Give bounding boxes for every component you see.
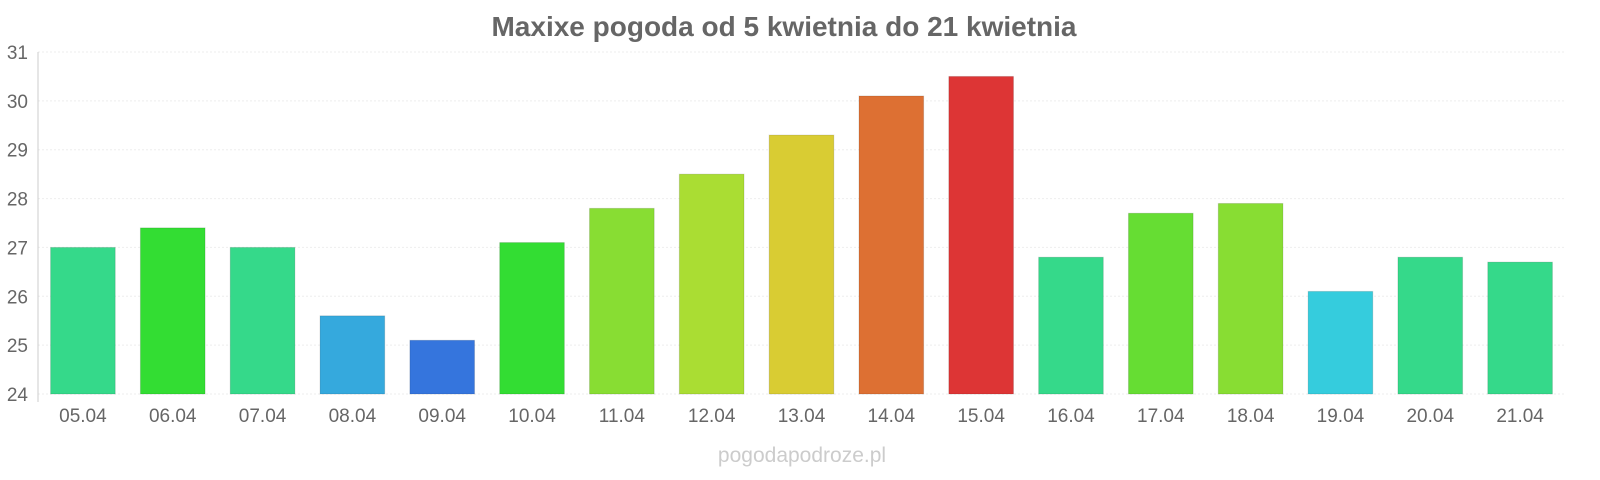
chart-title: Maxixe pogoda od 5 kwietnia do 21 kwietn… bbox=[491, 11, 1076, 42]
y-tick-label: 31 bbox=[7, 43, 28, 64]
x-tick-label: 15.04 bbox=[957, 406, 1005, 427]
bar-11.04 bbox=[589, 207, 655, 395]
y-tick-label: 29 bbox=[7, 141, 28, 162]
bar-07.04 bbox=[229, 246, 296, 395]
y-tick-label: 25 bbox=[7, 336, 28, 357]
bar-20.04 bbox=[1397, 256, 1464, 395]
x-tick-label: 11.04 bbox=[599, 406, 646, 427]
y-axis: 24 25 26 27 28 29 30 31 bbox=[7, 43, 39, 406]
x-tick-label: 19.04 bbox=[1317, 406, 1365, 427]
bar-19.04 bbox=[1307, 290, 1374, 395]
x-tick-label: 18.04 bbox=[1227, 406, 1275, 427]
x-tick-label: 10.04 bbox=[508, 406, 556, 427]
y-tick-label: 28 bbox=[7, 190, 28, 211]
x-tick-label: 08.04 bbox=[329, 406, 377, 427]
x-tick-label: 09.04 bbox=[418, 406, 466, 427]
y-tick-label: 26 bbox=[7, 287, 28, 308]
bar-05.04 bbox=[50, 246, 116, 395]
bar-16.04 bbox=[1038, 256, 1104, 395]
bar-13.04 bbox=[768, 134, 835, 395]
watermark: pogodapodroze.pl bbox=[718, 444, 886, 467]
bar-08.04 bbox=[319, 315, 386, 395]
bar-06.04 bbox=[139, 227, 206, 395]
bars bbox=[50, 75, 1553, 395]
y-tick-label: 24 bbox=[7, 385, 29, 406]
x-tick-label: 16.04 bbox=[1047, 406, 1095, 427]
x-tick-label: 20.04 bbox=[1406, 406, 1454, 427]
x-tick-label: 14.04 bbox=[868, 406, 916, 427]
x-axis: 05.04 06.04 07.04 08.04 09.04 10.04 11.04 12.04… bbox=[59, 406, 1544, 427]
x-tick-label: 07.04 bbox=[239, 406, 287, 427]
x-tick-label: 17.04 bbox=[1137, 406, 1185, 427]
bar-12.04 bbox=[678, 173, 745, 395]
x-tick-label: 12.04 bbox=[688, 406, 736, 427]
bar-17.04 bbox=[1127, 212, 1194, 395]
x-tick-label: 06.04 bbox=[149, 406, 197, 427]
bar-09.04 bbox=[409, 339, 476, 395]
bar-18.04 bbox=[1217, 202, 1284, 395]
bar-14.04 bbox=[858, 95, 925, 395]
y-tick-label: 30 bbox=[7, 92, 28, 113]
bar-15.04 bbox=[948, 75, 1014, 395]
x-tick-label: 13.04 bbox=[778, 406, 826, 427]
bar-10.04 bbox=[499, 242, 565, 395]
bar-21.04 bbox=[1487, 261, 1553, 395]
x-tick-label: 05.04 bbox=[59, 406, 107, 427]
x-tick-label: 21.04 bbox=[1496, 406, 1544, 427]
y-tick-label: 27 bbox=[7, 238, 28, 259]
